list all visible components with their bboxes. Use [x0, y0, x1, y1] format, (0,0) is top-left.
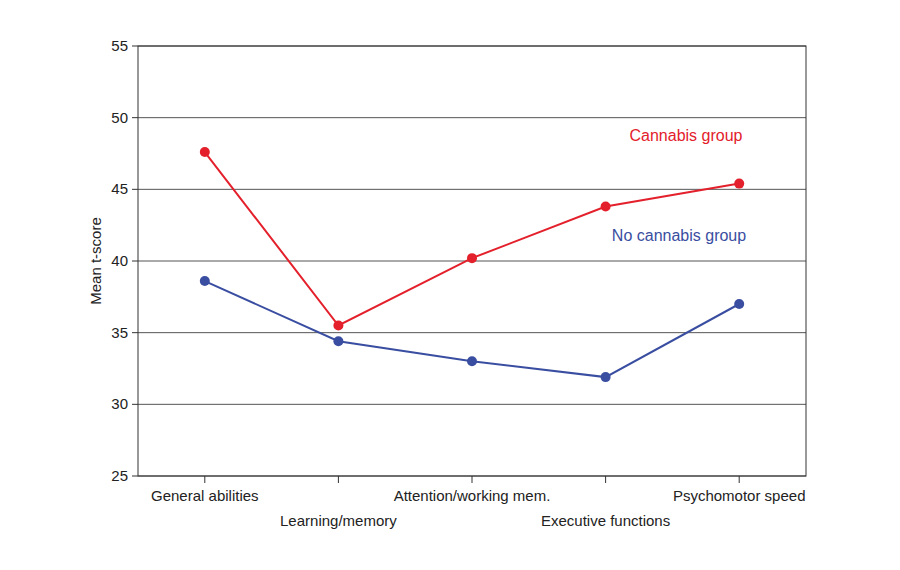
y-tick-label: 35	[111, 324, 128, 341]
plot-bg	[138, 46, 806, 476]
y-tick-label: 25	[111, 467, 128, 484]
series-point	[467, 253, 477, 263]
y-tick	[132, 46, 138, 47]
y-tick-label: 40	[111, 252, 128, 269]
x-tick-label: Learning/memory	[280, 512, 397, 529]
grid-line	[138, 332, 806, 333]
plot-marks	[200, 147, 744, 382]
x-tick-label: Attention/working mem.	[394, 487, 551, 504]
y-tick-label: 45	[111, 180, 128, 197]
y-axis-label: Mean t-score	[87, 217, 104, 305]
series-point	[734, 179, 744, 189]
chart: 25 30 35 40 45 50 55 General abilities Learning/…	[0, 0, 900, 570]
x-tick	[204, 476, 205, 483]
series-point	[333, 336, 343, 346]
x-tick	[472, 476, 473, 483]
y-tick	[132, 332, 138, 333]
x-tick	[338, 476, 339, 483]
series-point	[333, 321, 343, 331]
series-point	[601, 202, 611, 212]
series-point	[734, 299, 744, 309]
grid-line	[138, 117, 806, 118]
y-tick	[132, 261, 138, 262]
y-tick-label: 55	[111, 37, 128, 54]
series-point	[200, 147, 210, 157]
y-tick	[132, 476, 138, 477]
plot-frame	[138, 46, 806, 476]
series-point	[467, 356, 477, 366]
x-tick-label: Psychomotor speed	[673, 487, 806, 504]
series-point	[601, 372, 611, 382]
y-tick-label: 50	[111, 109, 128, 126]
x-tick	[605, 476, 606, 483]
y-tick	[132, 404, 138, 405]
x-tick	[739, 476, 740, 483]
series-point	[200, 276, 210, 286]
y-tick	[132, 117, 138, 118]
legend-label: No cannabis group	[612, 227, 746, 244]
x-tick-label: General abilities	[151, 487, 259, 504]
series-line	[205, 281, 739, 377]
y-tick-label: 30	[111, 395, 128, 412]
legend-label: Cannabis group	[630, 127, 743, 144]
x-tick-label: Executive functions	[541, 512, 670, 529]
y-tick	[132, 189, 138, 190]
grid-line	[138, 404, 806, 405]
